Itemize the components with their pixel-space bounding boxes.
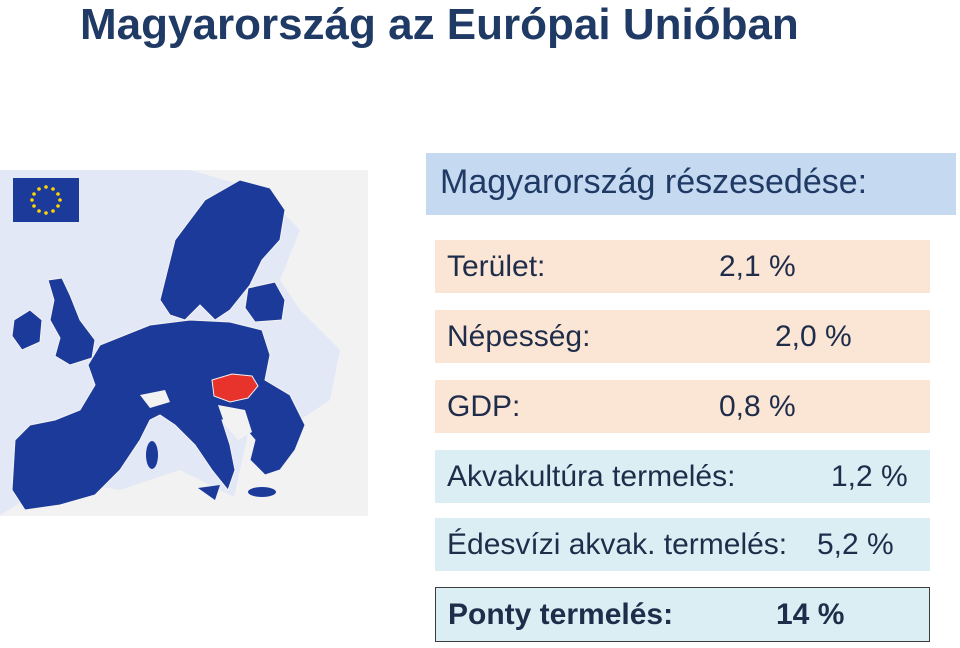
row-edesvizi: Édesvízi akvak. termelés: 5,2 % bbox=[435, 518, 930, 571]
row-label: Népesség: bbox=[447, 320, 591, 353]
row-value: 1,2 % bbox=[831, 460, 908, 493]
row-label: Terület: bbox=[447, 250, 546, 283]
row-value: 14 % bbox=[776, 598, 845, 631]
eu-map bbox=[0, 170, 368, 516]
row-value: 0,8 % bbox=[719, 390, 796, 423]
row-value: 2,1 % bbox=[719, 250, 796, 283]
row-akvakultura: Akvakultúra termelés: 1,2 % bbox=[435, 450, 930, 503]
row-label: GDP: bbox=[447, 390, 521, 423]
eu-flag-icon bbox=[13, 178, 79, 222]
row-gdp: GDP: 0,8 % bbox=[435, 380, 930, 433]
row-value: 2,0 % bbox=[775, 320, 852, 353]
row-label: Akvakultúra termelés: bbox=[447, 460, 736, 493]
row-value: 5,2 % bbox=[817, 528, 894, 561]
row-label: Ponty termelés: bbox=[448, 598, 674, 631]
row-nepesseg: Népesség: 2,0 % bbox=[435, 310, 930, 363]
subtitle-text: Magyarország részesedése: bbox=[440, 163, 868, 201]
row-ponty: Ponty termelés: 14 % bbox=[435, 587, 930, 642]
subtitle-box: Magyarország részesedése: bbox=[426, 153, 956, 215]
row-label: Édesvízi akvak. termelés: bbox=[447, 528, 788, 561]
row-terulet: Terület: 2,1 % bbox=[435, 240, 930, 293]
page-title: Magyarország az Európai Unióban bbox=[80, 0, 799, 49]
